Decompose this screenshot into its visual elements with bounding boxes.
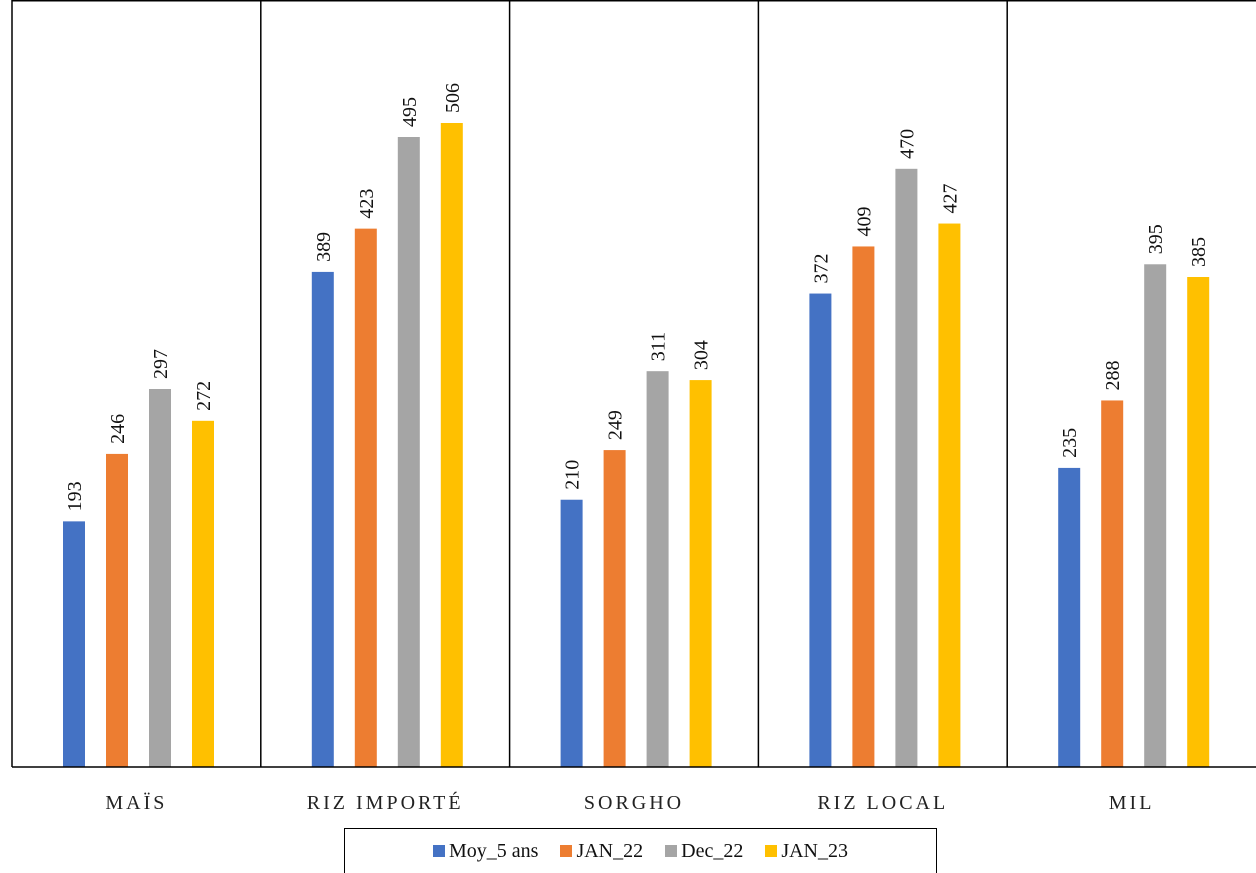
data-label: 304 bbox=[691, 340, 713, 370]
category-label: SORGHO bbox=[584, 792, 684, 814]
bar-jan-22 bbox=[852, 246, 875, 768]
data-label: 423 bbox=[356, 189, 378, 219]
legend-item: Moy_5 ans bbox=[433, 840, 538, 863]
data-label: 506 bbox=[442, 83, 464, 113]
bar-jan-22 bbox=[603, 450, 626, 767]
legend-swatch bbox=[560, 845, 573, 857]
data-label: 297 bbox=[150, 349, 172, 379]
data-label: 193 bbox=[64, 481, 86, 511]
category-label: RIZ IMPORTÉ bbox=[307, 791, 464, 814]
data-label: 395 bbox=[1145, 224, 1167, 254]
data-label: 311 bbox=[648, 332, 670, 361]
legend-label: JAN_22 bbox=[576, 839, 644, 862]
legend-swatch bbox=[433, 845, 445, 857]
data-label: 272 bbox=[193, 381, 215, 411]
data-label: 210 bbox=[562, 460, 584, 490]
bar-jan-22 bbox=[106, 453, 128, 767]
bar-dec-22 bbox=[1144, 264, 1167, 767]
bar-moy-5-ans bbox=[63, 521, 85, 767]
legend-label: Moy_5 ans bbox=[449, 839, 539, 862]
plot-area: 193 246 297 272 MAÏS 389 423 495 506 RIZ IMPORTÉ 2… bbox=[11, 0, 1256, 814]
legend-label: JAN_23 bbox=[781, 839, 848, 862]
bar-moy-5-ans bbox=[809, 293, 832, 767]
category-label: MAÏS bbox=[105, 791, 167, 814]
data-label: 409 bbox=[853, 206, 875, 236]
bar-jan-23 bbox=[689, 380, 712, 767]
legend-swatch bbox=[665, 845, 678, 857]
bar-dec-22 bbox=[149, 389, 171, 767]
data-label: 495 bbox=[399, 97, 421, 127]
data-label: 389 bbox=[313, 232, 335, 262]
bar-jan-22 bbox=[1101, 400, 1124, 767]
legend: Moy_5 ans JAN_22 Dec_22 JAN_23 bbox=[344, 828, 937, 873]
category-label: MIL bbox=[1109, 792, 1155, 814]
bar-chart: 193 246 297 272 MAÏS 389 423 495 506 RIZ IMPORTÉ 2… bbox=[11, 0, 1256, 814]
bar-jan-23 bbox=[938, 223, 961, 767]
legend-swatch bbox=[765, 845, 778, 857]
data-label: 372 bbox=[810, 254, 832, 284]
data-label: 288 bbox=[1102, 360, 1124, 390]
bar-jan-22 bbox=[354, 228, 377, 768]
data-label: 235 bbox=[1059, 428, 1081, 458]
bar-dec-22 bbox=[895, 168, 918, 767]
bar-jan-23 bbox=[192, 420, 214, 767]
bar-moy-5-ans bbox=[560, 499, 583, 767]
bar-moy-5-ans bbox=[311, 271, 334, 767]
data-label: 385 bbox=[1188, 237, 1210, 267]
bar-jan-23 bbox=[1187, 277, 1210, 767]
data-label: 249 bbox=[605, 410, 627, 440]
bar-dec-22 bbox=[397, 137, 420, 767]
bar-moy-5-ans bbox=[1058, 467, 1081, 767]
data-label: 427 bbox=[939, 184, 961, 214]
legend-item: JAN_22 bbox=[560, 840, 643, 863]
bar-jan-23 bbox=[440, 123, 463, 767]
legend-item: Dec_22 bbox=[665, 840, 743, 863]
category-label: RIZ LOCAL bbox=[817, 792, 948, 814]
bar-dec-22 bbox=[646, 371, 669, 767]
legend-label: Dec_22 bbox=[681, 839, 744, 862]
data-label: 470 bbox=[896, 129, 918, 159]
data-label: 246 bbox=[107, 414, 129, 444]
legend-item: JAN_23 bbox=[765, 840, 848, 863]
